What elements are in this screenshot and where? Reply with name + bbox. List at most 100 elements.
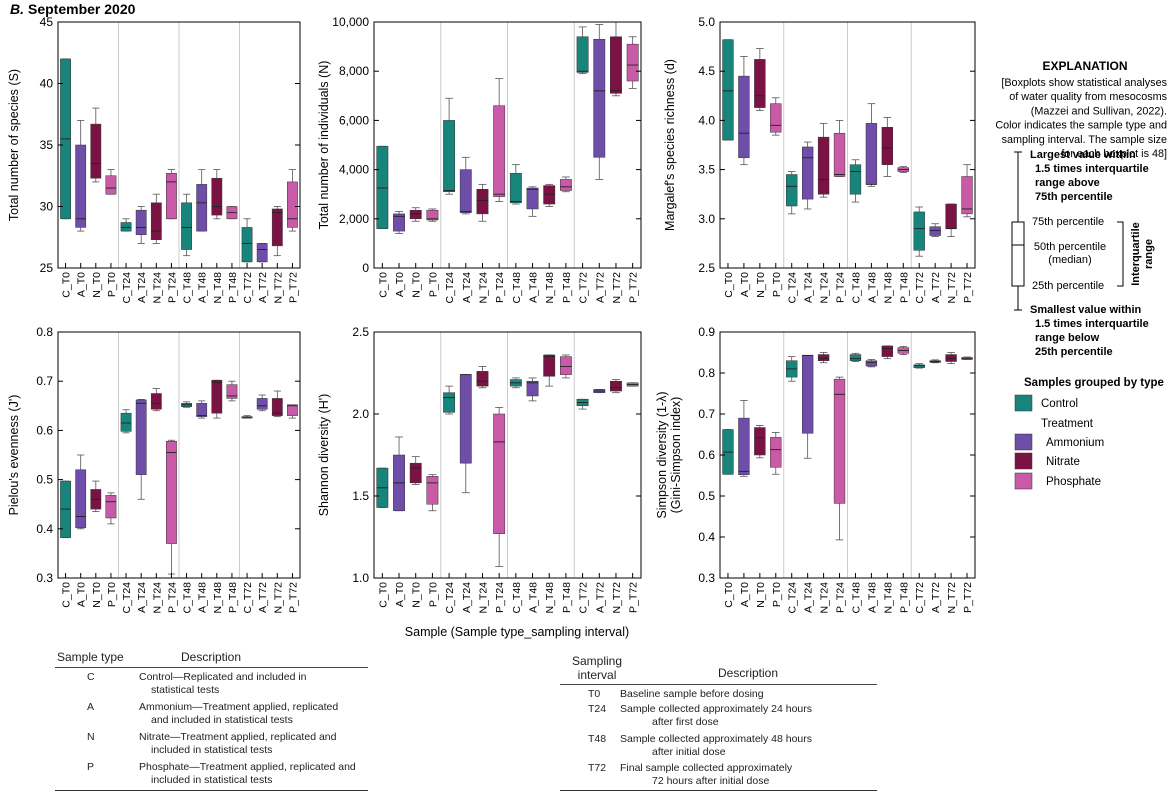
box-C_T72 (913, 363, 925, 369)
y-tick-label: 0.8 (36, 325, 53, 339)
box-P_T0 (770, 97, 782, 136)
box-C_T72 (241, 218, 253, 263)
x-tick-label: C_T24 (787, 272, 799, 304)
plot-frame (373, 331, 642, 579)
iqr-box (865, 360, 878, 367)
legend-label-phosphate: Phosphate (1046, 476, 1101, 488)
x-tick-label: N_T72 (946, 582, 958, 614)
explanation-note: (Mazzei and Sullivan, 2022). (1031, 105, 1167, 117)
iqr-box (271, 398, 283, 416)
legend-smallest: range below (1035, 332, 1100, 344)
iqr-box (559, 179, 572, 191)
x-tick-label: N_T0 (755, 582, 767, 608)
x-tick-label: C_T48 (511, 272, 523, 304)
x-tick-label: C_T72 (242, 272, 254, 304)
y-tick-label: 1.5 (352, 489, 369, 503)
box-N_T48 (881, 345, 894, 360)
x-tick-label: A_T72 (930, 582, 942, 613)
box-C_T0 (60, 480, 71, 539)
x-tick-label: P_T48 (898, 272, 910, 303)
x-tick-label: A_T72 (930, 272, 942, 303)
x-tick-label: C_T72 (914, 272, 926, 304)
y-tick-label: 3.5 (698, 163, 715, 177)
iqr-box (770, 103, 782, 133)
y-tick-label: 30 (40, 200, 54, 214)
iqr-box (849, 354, 862, 361)
y-tick-label: 0.4 (698, 530, 715, 544)
x-tick-label: N_T72 (946, 272, 958, 304)
box-N_T72 (610, 21, 622, 97)
box-N_T72 (945, 203, 957, 237)
legend-smallest: 25th percentile (1035, 346, 1113, 358)
table-rule (560, 790, 877, 791)
legend-smallest: Smallest value within (1030, 304, 1142, 316)
box-P_T0 (105, 492, 117, 525)
x-tick-label: A_T0 (76, 272, 88, 297)
legend-p50: 50th percentile (1034, 241, 1106, 253)
iqr-box (738, 417, 750, 475)
box-A_T0 (393, 436, 405, 512)
interval-desc: Sample collected approximately 24 hours a… (620, 703, 813, 728)
box-P_T48 (226, 380, 238, 402)
box-A_T72 (929, 223, 941, 237)
iqr-box (443, 392, 456, 413)
y-tick-label: 0.6 (36, 423, 53, 437)
y-axis-title: Shannon diversity (H') (317, 394, 331, 517)
box-A_T0 (738, 56, 750, 166)
x-tick-label: A_T0 (739, 272, 751, 297)
y-tick-label: 2.5 (352, 325, 369, 339)
iqr-box (105, 495, 117, 519)
sample-desc: Phosphate—Treatment applied, replicated … (139, 761, 356, 786)
iqr-box (770, 437, 782, 468)
box-C_T24 (786, 171, 798, 215)
box-A_T24 (135, 206, 147, 244)
x-tick-label: N_T48 (544, 582, 556, 614)
iqr-box (961, 176, 973, 215)
legend-p75: 75th percentile (1032, 216, 1104, 228)
boxplot-panel: 0.3 0.4 0.5 0.6 0.7 0.8 0.9 C_T0 A_T0 N_T0 P_T0 C_T… (655, 325, 976, 614)
iqr-box (459, 374, 472, 464)
x-tick-label: P_T48 (561, 272, 573, 303)
box-P_T48 (226, 206, 238, 220)
iqr-box (543, 354, 556, 377)
x-tick-label: A_T24 (461, 272, 473, 303)
x-tick-label: P_T24 (835, 272, 847, 303)
iqr-box (196, 403, 208, 417)
x-tick-label: C_T48 (850, 582, 862, 614)
box-C_T72 (576, 26, 589, 75)
box-C_T72 (576, 398, 589, 410)
iqr-box (801, 146, 814, 200)
x-tick-label: P_T72 (287, 582, 299, 613)
y-tick-label: 2,000 (339, 212, 369, 226)
box-A_T0 (75, 454, 87, 530)
box-P_T24 (833, 120, 846, 177)
box-A_T72 (256, 242, 268, 263)
interval-header: Sampling interval (572, 654, 623, 682)
explanation-title: EXPLANATION (1042, 59, 1127, 73)
schematic-box (1011, 221, 1025, 287)
table-rule (55, 790, 368, 791)
iqr-box (559, 356, 572, 375)
box-A_T24 (801, 141, 814, 210)
iqr-box (476, 371, 489, 387)
iqr-box (166, 440, 177, 544)
box-N_T0 (754, 425, 766, 459)
sample-desc: Control—Replicated and included in statis… (139, 671, 307, 696)
x-tick-label: P_T24 (166, 582, 178, 613)
box-P_T72 (287, 404, 298, 419)
x-tick-label: A_T72 (257, 272, 269, 303)
x-tick-label: A_T24 (803, 272, 815, 303)
legend-iqr: Interquartile (1130, 222, 1142, 286)
x-tick-label: C_T72 (242, 582, 254, 614)
y-tick-label: 0 (362, 261, 369, 275)
x-tick-label: A_T72 (257, 582, 269, 613)
box-A_T72 (593, 388, 606, 394)
x-tick-label: N_T24 (477, 272, 489, 304)
box-C_T48 (181, 401, 192, 408)
box-A_T72 (929, 359, 941, 364)
x-tick-label: C_T0 (61, 582, 73, 608)
interval-desc: Baseline sample before dosing (620, 688, 764, 700)
iqr-box (738, 75, 750, 159)
iqr-box (945, 354, 957, 362)
x-tick-label: N_T24 (477, 582, 489, 614)
